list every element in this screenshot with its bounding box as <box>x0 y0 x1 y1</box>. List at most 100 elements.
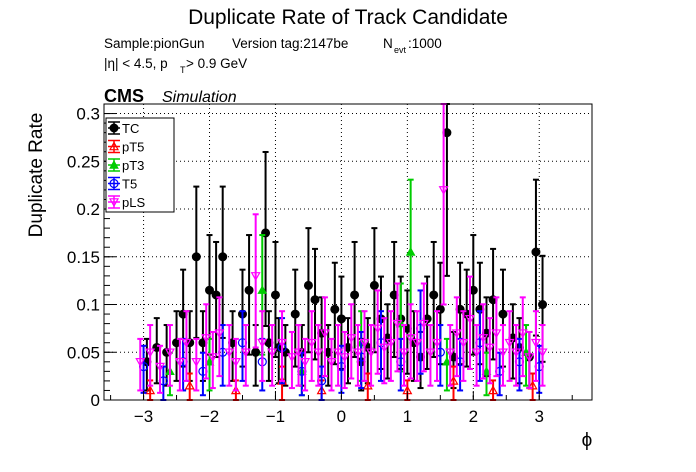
x-tick-label: 2 <box>469 407 478 426</box>
data-point <box>204 356 215 366</box>
data-point <box>350 290 360 300</box>
axis-layer: −3 −2 −1 0 1 2 3 0 0.05 0.1 0.15 0.2 0.25 0.3 <box>67 105 573 426</box>
data-point <box>432 338 443 348</box>
data-point <box>310 295 320 305</box>
legend-label-TC: TC <box>122 121 139 136</box>
data-point <box>303 280 313 290</box>
data-point <box>207 353 218 363</box>
x-tick-label: −3 <box>134 407 153 426</box>
data-point <box>257 285 268 294</box>
data-point <box>306 338 317 348</box>
legend-marker <box>109 159 119 169</box>
data-point <box>250 272 261 282</box>
data-point <box>488 385 499 395</box>
data-point <box>464 315 476 325</box>
nevt-label: N <box>383 36 393 51</box>
data-point <box>405 334 416 344</box>
data-point <box>438 186 449 196</box>
x-tick-label: 1 <box>403 407 412 426</box>
data-point <box>319 329 330 339</box>
data-point <box>267 348 278 358</box>
y-tick-label: 0.25 <box>67 152 100 171</box>
x-tick-label: −1 <box>266 407 285 426</box>
legend: TC pT5 pT3 T5 pLS <box>105 117 175 213</box>
data-point <box>257 338 268 348</box>
data-point <box>286 353 297 363</box>
data-point <box>352 348 363 358</box>
cuts-pt-subscript: T <box>180 65 186 75</box>
data-point <box>191 358 202 368</box>
data-point <box>418 319 429 329</box>
nevt-subscript: evt <box>394 45 407 55</box>
legend-label-T5: T5 <box>122 177 137 192</box>
y-tick-label: 0.2 <box>76 200 100 219</box>
data-point <box>145 385 156 395</box>
data-point <box>181 338 192 348</box>
series-layer <box>135 103 548 401</box>
data-point <box>145 348 156 358</box>
data-point <box>277 338 288 348</box>
chart-title: Duplicate Rate of Track Candidate <box>188 6 508 29</box>
legend-marker <box>109 123 119 133</box>
data-point <box>174 358 185 368</box>
y-tick-label: 0.05 <box>67 343 100 362</box>
data-point <box>313 348 324 358</box>
cuts-pt-tail: > 0.9 GeV <box>186 56 247 71</box>
sample-label: Sample:pionGun <box>104 36 205 51</box>
data-point <box>425 348 436 358</box>
data-point <box>517 329 528 339</box>
data-point <box>392 319 403 329</box>
data-point <box>270 290 280 300</box>
y-tick-label: 0.1 <box>76 296 100 315</box>
data-point <box>224 348 235 358</box>
data-point <box>538 300 548 310</box>
data-point <box>359 338 370 348</box>
x-tick-label: 0 <box>337 407 346 426</box>
data-point <box>326 358 337 368</box>
data-point <box>484 343 495 353</box>
data-point <box>524 353 535 363</box>
data-point <box>244 285 254 295</box>
data-point <box>504 338 515 348</box>
data-point <box>240 348 251 358</box>
data-point <box>448 375 459 385</box>
data-point <box>385 338 396 348</box>
data-point <box>333 348 344 358</box>
data-point <box>214 329 225 339</box>
data-point <box>336 314 346 324</box>
cms-label: CMS <box>104 86 144 106</box>
data-point <box>369 280 379 290</box>
data-point <box>293 348 304 358</box>
y-tick-label: 0.3 <box>76 105 100 124</box>
data-point <box>366 348 377 358</box>
data-point <box>339 353 350 363</box>
data-point <box>511 348 522 358</box>
data-point <box>405 246 416 256</box>
version-label: Version tag:2147be <box>232 36 348 51</box>
data-point <box>184 380 195 390</box>
data-point <box>399 348 410 358</box>
data-point <box>205 285 215 295</box>
data-point <box>445 348 456 358</box>
plot-frame <box>103 103 593 401</box>
data-point <box>412 338 423 348</box>
data-point <box>155 362 166 372</box>
data-point <box>300 358 311 368</box>
series-pLS <box>135 103 548 394</box>
data-point <box>290 309 300 319</box>
data-point <box>379 343 390 353</box>
data-point <box>478 334 489 344</box>
legend-label-pT5: pT5 <box>122 140 144 155</box>
data-point <box>230 358 241 368</box>
simulation-label: Simulation <box>162 89 237 106</box>
data-point <box>164 348 175 358</box>
data-point <box>442 356 452 366</box>
x-tick-label: 3 <box>535 407 544 426</box>
legend-label-pT3: pT3 <box>122 158 144 173</box>
legend-label-pLS: pLS <box>122 195 145 210</box>
cuts-eta-label: |η| < 4.5, p <box>104 56 168 71</box>
data-point <box>531 247 541 257</box>
data-point <box>451 329 462 339</box>
data-point <box>527 380 538 390</box>
